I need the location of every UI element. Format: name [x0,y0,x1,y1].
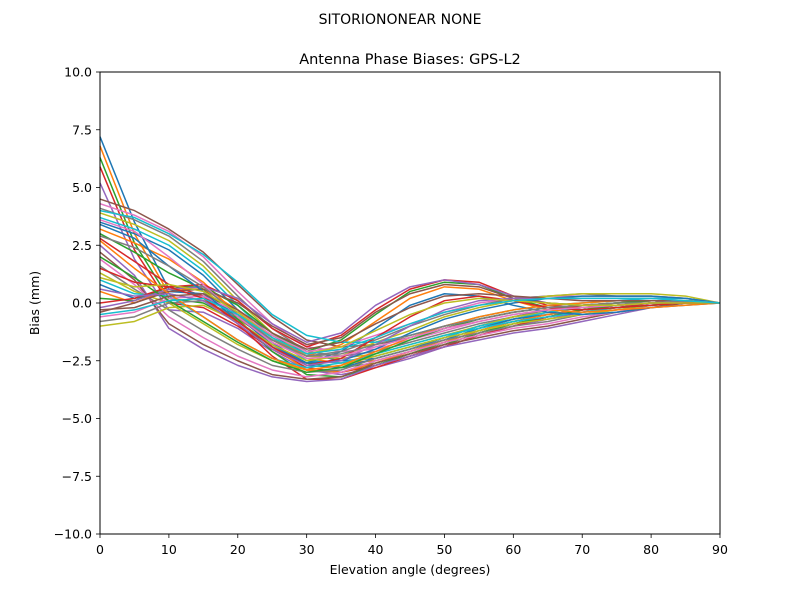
series-line-5 [99,182,721,376]
x-tick-label: 70 [574,542,590,557]
series-line-40 [99,297,721,355]
x-tick-label: 90 [712,542,728,557]
y-tick-label: −7.5 [62,469,92,484]
x-tick-label: 80 [643,542,659,557]
y-tick-label: −5.0 [62,411,92,426]
y-tick-label: 2.5 [72,238,92,253]
series-line-8 [99,207,721,357]
series-layer [99,136,721,383]
x-tick-label: 60 [505,542,521,557]
series-line-7 [99,202,721,353]
y-tick-label: 10.0 [64,65,92,80]
chart-title: Antenna Phase Biases: GPS-L2 [299,52,521,68]
y-tick-label: 0.0 [72,296,92,311]
y-tick-label: −2.5 [62,353,92,368]
plot-frame [99,71,721,535]
series-line-39 [99,276,720,355]
series-line-15 [99,244,720,383]
y-tick-label: 5.0 [72,180,92,195]
y-tick-label: −10.0 [54,527,92,542]
series-line-4 [99,166,721,374]
x-tick-label: 40 [368,542,384,557]
y-tick-label: 7.5 [72,122,92,137]
y-axis-label: Bias (mm) [27,271,42,335]
series-line-36 [99,293,721,350]
x-tick-label: 20 [230,542,246,557]
x-axis: 0 10 20 30 40 50 60 70 80 90 [96,534,728,557]
chart-suptitle: SITORIONONEAR NONE [319,12,482,28]
x-tick-label: 50 [436,542,452,557]
series-line-38 [99,235,721,357]
x-tick-label: 30 [299,542,315,557]
series-line-29 [99,293,721,362]
x-axis-label: Elevation angle (degrees) [330,562,491,577]
x-tick-label: 10 [161,542,177,557]
x-tick-label: 0 [96,542,104,557]
y-axis: −10.0 −7.5 −5.0 −2.5 0.0 2.5 5.0 7.5 10.0 [54,65,100,542]
